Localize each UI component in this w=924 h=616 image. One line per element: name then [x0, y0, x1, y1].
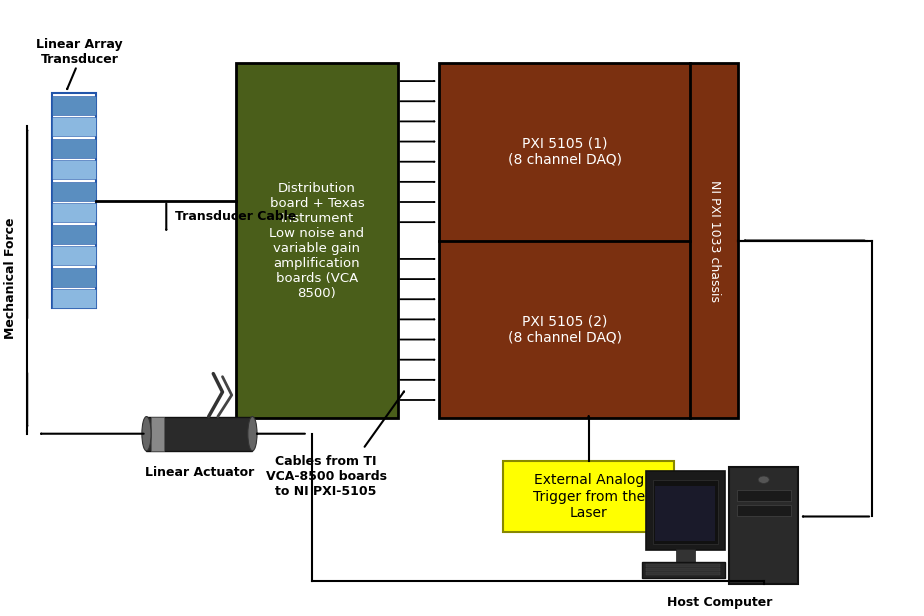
Bar [52, 225, 96, 243]
Text: Host Computer: Host Computer [667, 596, 772, 609]
Bar [729, 468, 798, 584]
Bar [52, 289, 96, 308]
Bar [646, 471, 724, 550]
Text: Distribution
board + Texas
Instrument
Low noise and
variable gain
amplification
: Distribution board + Texas Instrument Lo… [269, 182, 364, 299]
Text: PXI 5105 (2)
(8 channel DAQ): PXI 5105 (2) (8 channel DAQ) [507, 314, 622, 344]
Text: Linear Array
Transducer: Linear Array Transducer [36, 38, 123, 66]
Bar [641, 562, 724, 578]
Bar [52, 118, 96, 136]
Bar [52, 203, 96, 222]
Ellipse shape [142, 416, 152, 451]
Bar [52, 182, 96, 201]
Bar [52, 96, 96, 115]
Bar [655, 486, 715, 541]
Text: Mechanical Force: Mechanical Force [4, 217, 18, 339]
Bar [736, 490, 791, 501]
Ellipse shape [248, 416, 257, 451]
Text: External Analog
Trigger from the
Laser: External Analog Trigger from the Laser [532, 473, 645, 520]
Bar [504, 461, 674, 532]
Bar [646, 564, 720, 567]
Text: NI PXI 1033 chassis: NI PXI 1033 chassis [708, 179, 721, 302]
Bar [646, 568, 720, 571]
Bar [736, 506, 791, 516]
Bar [676, 549, 695, 565]
Bar [147, 416, 252, 451]
Text: Cables from TI
VCA-8500 boards
to NI PXI-5105: Cables from TI VCA-8500 boards to NI PXI… [265, 455, 386, 498]
Text: PXI 5105 (1)
(8 channel DAQ): PXI 5105 (1) (8 channel DAQ) [507, 137, 622, 167]
Bar [152, 416, 164, 451]
Bar [52, 160, 96, 179]
Text: Transducer Cable: Transducer Cable [176, 209, 297, 222]
Bar [52, 267, 96, 286]
Bar [663, 562, 709, 572]
Bar [652, 480, 718, 544]
Bar [439, 63, 738, 418]
Text: Linear Actuator: Linear Actuator [145, 466, 254, 479]
Circle shape [759, 476, 769, 484]
Bar [646, 572, 720, 575]
Bar [237, 63, 397, 418]
Bar [52, 246, 96, 265]
Bar [52, 139, 96, 158]
Bar [52, 94, 96, 308]
